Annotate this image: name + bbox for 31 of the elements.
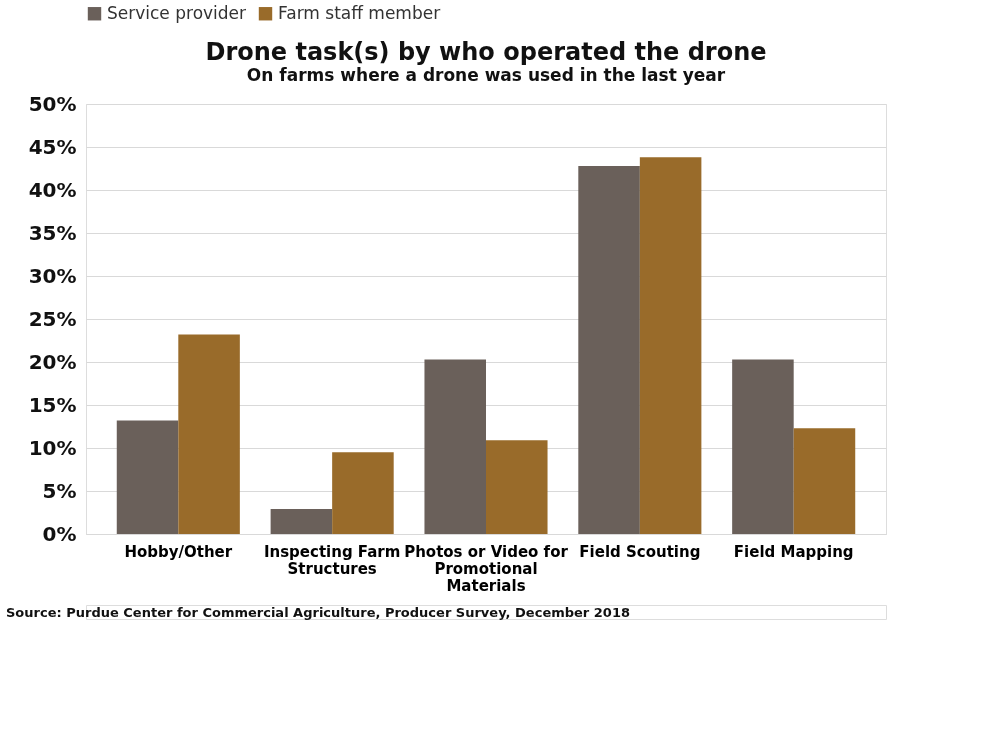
legend-label: Service provider: [107, 2, 247, 23]
x-tick-label: Photos or Video for Promotional Materials: [404, 542, 569, 595]
bar: [578, 165, 640, 534]
bar: [332, 452, 394, 534]
y-tick-label: 30%: [28, 263, 77, 288]
x-tick-label: Hobby/Other: [124, 542, 233, 561]
y-tick-label: 35%: [28, 220, 77, 245]
bar: [424, 359, 486, 534]
chart-subtitle: On farms where a drone was used in the last year: [246, 65, 726, 85]
y-tick-label: 50%: [28, 91, 77, 116]
bar: [486, 440, 548, 534]
y-tick-label: 0%: [42, 521, 77, 546]
bar: [270, 509, 333, 534]
bar: [116, 420, 179, 534]
y-tick-label: 20%: [28, 349, 77, 374]
bar: [178, 334, 240, 534]
y-tick-label: 40%: [28, 177, 77, 202]
x-tick-label: Inspecting Farm Structures: [263, 542, 401, 578]
y-tick-label: 10%: [28, 435, 77, 460]
chart-title: Drone task(s) by who operated the drone: [205, 38, 767, 66]
bar: [732, 359, 794, 534]
legend-label: Farm staff member: [278, 2, 441, 23]
bar: [639, 157, 702, 534]
y-tick-label: 15%: [28, 392, 77, 417]
y-tick-label: 5%: [42, 478, 77, 503]
x-tick-label: Field Scouting: [579, 542, 701, 561]
source-note: Source: Purdue Center for Commercial Agriculture, Producer Survey, December 2018: [6, 605, 630, 620]
y-tick-label: 25%: [28, 306, 77, 331]
y-tick-label: 45%: [28, 134, 77, 159]
x-tick-label: Field Mapping: [733, 542, 854, 561]
bar: [793, 428, 856, 534]
